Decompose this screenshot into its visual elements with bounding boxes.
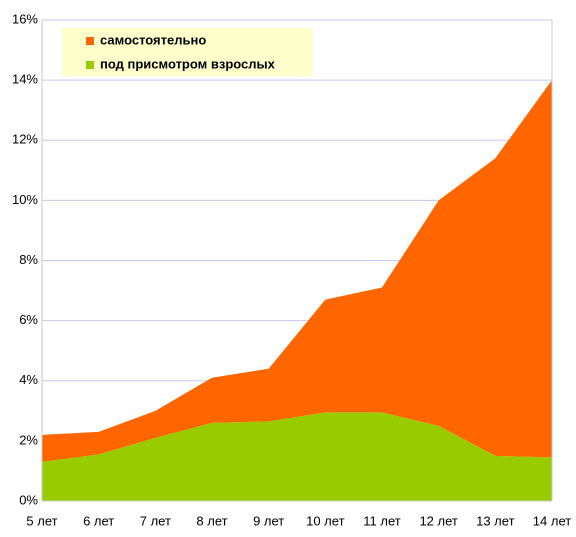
legend-swatch — [86, 61, 94, 69]
y-tick-label: 14% — [12, 72, 38, 87]
y-tick-label: 6% — [19, 312, 38, 327]
y-tick-label: 0% — [19, 492, 38, 507]
x-tick-label: 13 лет — [476, 513, 514, 528]
x-tick-label: 5 лет — [26, 513, 57, 528]
y-tick-label: 8% — [19, 252, 38, 267]
y-tick-label: 4% — [19, 372, 38, 387]
area — [42, 80, 552, 462]
x-tick-label: 8 лет — [196, 513, 227, 528]
x-tick-label: 10 лет — [306, 513, 344, 528]
y-tick-label: 2% — [19, 432, 38, 447]
x-tick-label: 9 лет — [253, 513, 284, 528]
legend-box — [62, 28, 313, 76]
x-tick-label: 7 лет — [140, 513, 171, 528]
legend-label: самостоятельно — [100, 32, 206, 47]
legend-swatch — [86, 37, 94, 45]
y-tick-label: 16% — [12, 11, 38, 26]
x-tick-label: 11 лет — [363, 513, 400, 528]
area — [42, 412, 552, 501]
y-tick-label: 10% — [12, 192, 38, 207]
x-tick-label: 14 лет — [533, 513, 571, 528]
x-tick-label: 6 лет — [83, 513, 114, 528]
y-tick-label: 12% — [12, 132, 38, 147]
x-tick-label: 12 лет — [419, 513, 457, 528]
legend-label: под присмотром взрослых — [100, 56, 276, 71]
